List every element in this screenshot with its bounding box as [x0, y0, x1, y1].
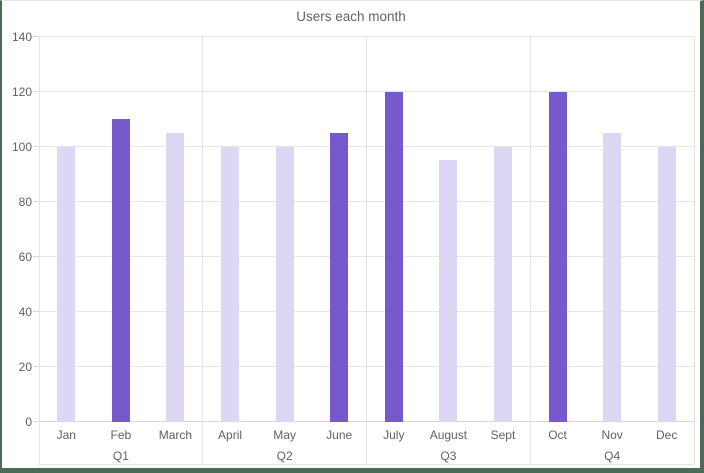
bar-jan[interactable]	[57, 146, 76, 422]
month-label-oct: Oct	[548, 428, 567, 442]
month-label-jan: Jan	[56, 428, 76, 442]
quarter-label-q2: Q2	[276, 449, 293, 463]
month-label-march: March	[158, 428, 193, 442]
y-axis-tick-100	[33, 146, 39, 147]
month-label-dec: Dec	[656, 428, 678, 442]
chart-title: Users each month	[296, 9, 406, 24]
month-label-july: July	[383, 428, 405, 442]
y-axis-tick-80	[33, 201, 39, 202]
y-axis-label-140: 140	[11, 29, 32, 44]
y-axis-label-0: 0	[25, 414, 32, 429]
month-label-may: May	[273, 428, 296, 442]
quarter-separator-3	[529, 36, 531, 464]
month-label-june: June	[326, 428, 353, 442]
y-axis-tick-120	[33, 91, 39, 92]
y-axis-label-40: 40	[18, 304, 32, 319]
bar-dec[interactable]	[657, 146, 676, 422]
y-axis-label-60: 60	[18, 249, 32, 264]
bar-april[interactable]	[221, 146, 240, 422]
y-axis-tick-140	[33, 36, 39, 37]
bar-june[interactable]	[330, 132, 349, 422]
bar-nov[interactable]	[603, 132, 622, 422]
bar-may[interactable]	[275, 146, 294, 422]
quarter-separator-2	[366, 36, 367, 464]
month-label-feb: Feb	[110, 428, 132, 442]
y-axis-label-120: 120	[11, 84, 32, 99]
quarter-separator-0	[38, 36, 40, 464]
y-axis-tick-40	[33, 311, 39, 312]
bar-august[interactable]	[439, 160, 458, 422]
month-label-sept: Sept	[490, 428, 516, 442]
label-area-bottom-border	[39, 464, 694, 465]
quarter-separator-1	[202, 36, 204, 464]
bar-feb[interactable]	[111, 119, 130, 422]
quarter-label-q1: Q1	[112, 449, 129, 463]
y-axis-label-100: 100	[11, 139, 32, 154]
y-axis-label-80: 80	[18, 194, 32, 209]
bar-july[interactable]	[384, 91, 403, 422]
bar-march[interactable]	[166, 132, 185, 422]
y-axis-tick-0	[33, 421, 39, 422]
quarter-label-q3: Q3	[440, 449, 457, 463]
month-label-august: August	[429, 428, 468, 442]
quarter-separator-4	[693, 36, 695, 464]
y-axis-tick-60	[33, 256, 39, 257]
bar-oct[interactable]	[548, 91, 567, 422]
y-axis-tick-20	[33, 366, 39, 367]
quarter-label-q4: Q4	[604, 449, 621, 463]
month-label-april: April	[218, 428, 243, 442]
bar-sept[interactable]	[493, 146, 512, 422]
month-label-nov: Nov	[601, 428, 623, 442]
y-axis-label-20: 20	[18, 359, 32, 374]
